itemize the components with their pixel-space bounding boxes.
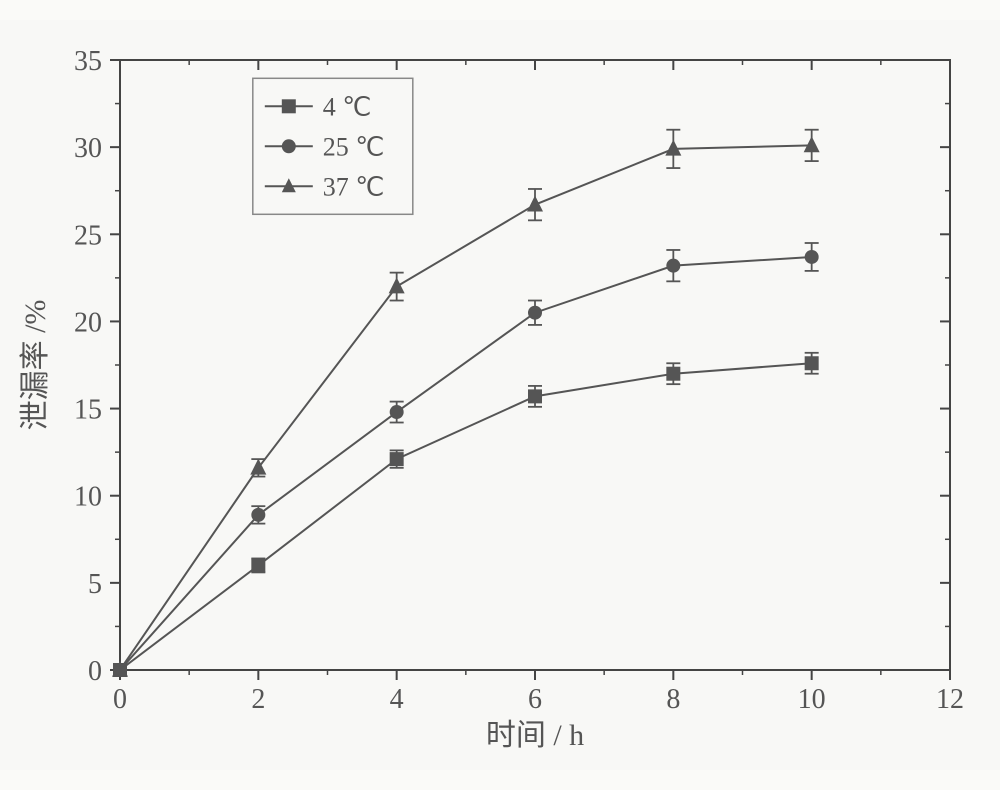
svg-text:8: 8 <box>666 684 680 715</box>
svg-text:15: 15 <box>74 395 102 426</box>
svg-text:10: 10 <box>74 482 102 513</box>
svg-text:25 ℃: 25 ℃ <box>323 132 385 161</box>
svg-text:25: 25 <box>74 220 102 251</box>
svg-text:时间 / h: 时间 / h <box>486 719 584 752</box>
svg-text:2: 2 <box>251 684 265 715</box>
svg-text:30: 30 <box>74 133 102 164</box>
svg-text:5: 5 <box>88 569 102 600</box>
svg-text:10: 10 <box>798 684 826 715</box>
svg-text:0: 0 <box>113 684 127 715</box>
svg-text:4: 4 <box>390 684 404 715</box>
svg-text:12: 12 <box>936 684 964 715</box>
svg-text:泄漏率 /%: 泄漏率 /% <box>19 300 52 431</box>
svg-text:4 ℃: 4 ℃ <box>323 92 372 121</box>
svg-text:20: 20 <box>74 307 102 338</box>
leakage-rate-chart: 0 2 4 6 8 10 12 0 5 10 15 20 25 30 35 时间 / h 泄漏率 /% 4 ℃ 25… <box>0 20 1000 770</box>
svg-text:35: 35 <box>74 46 102 77</box>
svg-text:6: 6 <box>528 684 542 715</box>
svg-text:37 ℃: 37 ℃ <box>323 172 385 201</box>
svg-text:0: 0 <box>88 656 102 687</box>
